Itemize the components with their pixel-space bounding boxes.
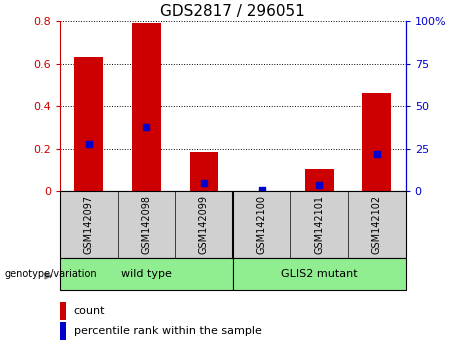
Bar <box>362 93 391 191</box>
Text: genotype/variation: genotype/variation <box>5 269 97 279</box>
Text: GLIS2 mutant: GLIS2 mutant <box>281 269 358 279</box>
Point <box>200 180 207 185</box>
Bar <box>60 258 233 290</box>
Text: percentile rank within the sample: percentile rank within the sample <box>74 326 262 336</box>
Text: GSM142099: GSM142099 <box>199 195 209 254</box>
Bar <box>189 152 219 191</box>
Text: GSM142097: GSM142097 <box>84 195 94 255</box>
Point <box>373 151 381 156</box>
Bar <box>60 302 66 320</box>
Point <box>258 188 266 193</box>
Text: GSM142100: GSM142100 <box>257 195 266 254</box>
Point <box>85 142 92 147</box>
Text: count: count <box>74 306 105 316</box>
Text: wild type: wild type <box>121 269 172 279</box>
Title: GDS2817 / 296051: GDS2817 / 296051 <box>160 4 305 19</box>
Text: GSM142102: GSM142102 <box>372 195 382 255</box>
Bar <box>132 23 161 191</box>
Text: GSM142098: GSM142098 <box>142 195 151 254</box>
Text: GSM142101: GSM142101 <box>314 195 324 254</box>
Bar <box>60 322 66 340</box>
Point <box>315 182 323 188</box>
Point <box>142 125 150 130</box>
Bar <box>74 57 103 191</box>
Bar <box>305 169 334 191</box>
Bar <box>233 258 406 290</box>
